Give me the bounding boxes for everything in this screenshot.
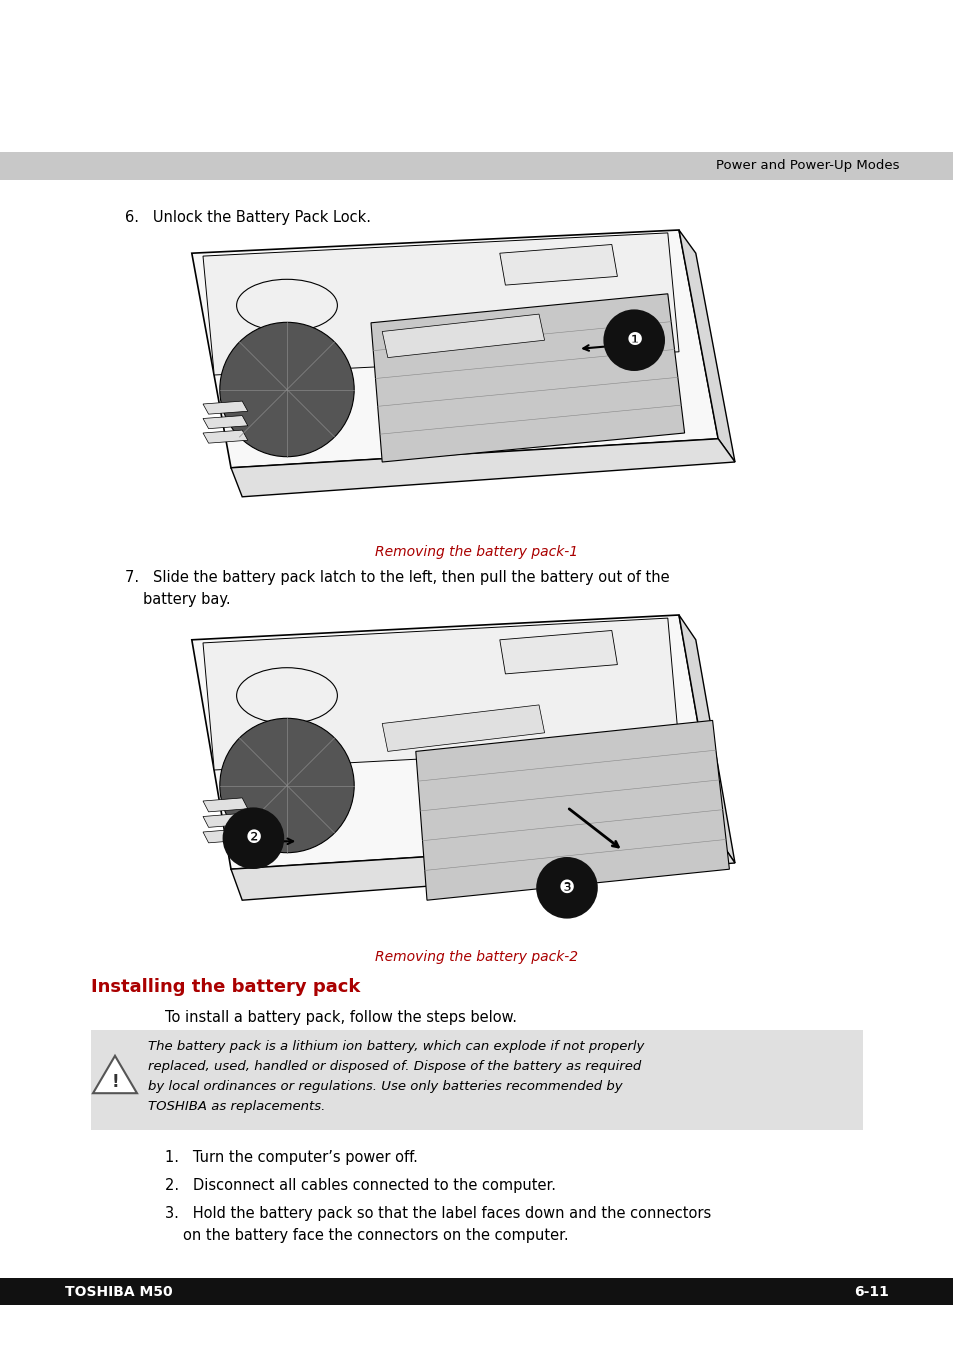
Polygon shape <box>203 234 679 375</box>
Circle shape <box>219 718 354 853</box>
Polygon shape <box>92 1056 137 1094</box>
Polygon shape <box>203 798 248 811</box>
Polygon shape <box>192 230 718 468</box>
Text: Removing the battery pack-1: Removing the battery pack-1 <box>375 545 578 559</box>
Text: The battery pack is a lithium ion battery, which can explode if not properly: The battery pack is a lithium ion batter… <box>148 1040 643 1053</box>
Text: battery bay.: battery bay. <box>143 593 231 608</box>
Circle shape <box>219 323 354 456</box>
Text: by local ordinances or regulations. Use only batteries recommended by: by local ordinances or regulations. Use … <box>148 1080 622 1094</box>
Polygon shape <box>416 721 729 900</box>
Text: 2.   Disconnect all cables connected to the computer.: 2. Disconnect all cables connected to th… <box>165 1179 556 1193</box>
Polygon shape <box>0 1278 953 1305</box>
Polygon shape <box>203 814 248 828</box>
Polygon shape <box>203 416 248 429</box>
Ellipse shape <box>236 279 337 332</box>
Polygon shape <box>679 230 734 462</box>
Polygon shape <box>203 829 248 842</box>
Polygon shape <box>499 630 617 674</box>
Text: TOSHIBA M50: TOSHIBA M50 <box>65 1284 172 1299</box>
Circle shape <box>602 309 664 371</box>
Text: 6-11: 6-11 <box>853 1284 888 1299</box>
Text: 3.   Hold the battery pack so that the label faces down and the connectors: 3. Hold the battery pack so that the lab… <box>165 1206 711 1220</box>
Text: 7.   Slide the battery pack latch to the left, then pull the battery out of the: 7. Slide the battery pack latch to the l… <box>125 570 669 585</box>
Polygon shape <box>203 431 248 443</box>
Text: Removing the battery pack-2: Removing the battery pack-2 <box>375 950 578 964</box>
Polygon shape <box>192 616 718 869</box>
Text: 6.   Unlock the Battery Pack Lock.: 6. Unlock the Battery Pack Lock. <box>125 211 371 225</box>
Polygon shape <box>679 616 734 863</box>
Circle shape <box>536 857 598 918</box>
Text: ❷: ❷ <box>245 829 261 848</box>
Polygon shape <box>0 153 953 180</box>
Circle shape <box>222 807 284 869</box>
Text: Installing the battery pack: Installing the battery pack <box>91 977 360 996</box>
Polygon shape <box>382 705 544 752</box>
Text: Power and Power-Up Modes: Power and Power-Up Modes <box>716 159 899 173</box>
Text: !: ! <box>112 1073 119 1091</box>
Polygon shape <box>91 1030 862 1130</box>
Polygon shape <box>231 838 734 900</box>
Text: ❸: ❸ <box>558 879 575 896</box>
Text: replaced, used, handled or disposed of. Dispose of the battery as required: replaced, used, handled or disposed of. … <box>148 1060 640 1073</box>
Text: TOSHIBA as replacements.: TOSHIBA as replacements. <box>148 1100 325 1112</box>
Polygon shape <box>231 439 734 497</box>
Ellipse shape <box>236 668 337 724</box>
Text: ❶: ❶ <box>625 331 641 350</box>
Text: on the battery face the connectors on the computer.: on the battery face the connectors on th… <box>183 1228 568 1243</box>
Polygon shape <box>371 294 684 462</box>
Polygon shape <box>203 618 679 770</box>
Text: To install a battery pack, follow the steps below.: To install a battery pack, follow the st… <box>165 1010 517 1025</box>
Polygon shape <box>382 315 544 358</box>
Polygon shape <box>203 401 248 414</box>
Text: 1.   Turn the computer’s power off.: 1. Turn the computer’s power off. <box>165 1150 417 1165</box>
Polygon shape <box>499 244 617 285</box>
